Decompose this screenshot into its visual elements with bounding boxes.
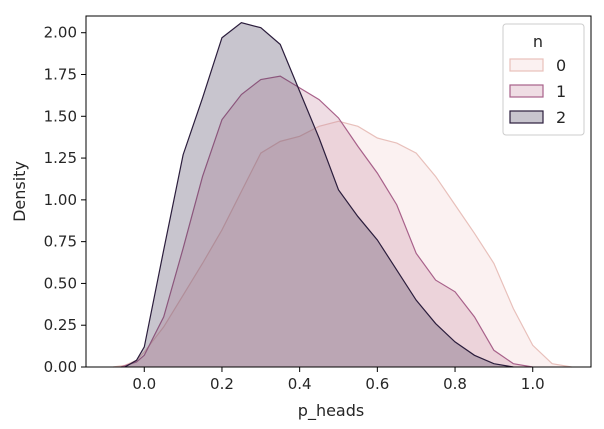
x-tick-label: 0.8 bbox=[443, 375, 467, 393]
series-2-line bbox=[124, 22, 514, 368]
legend-label-0: 0 bbox=[556, 56, 566, 75]
legend-label-2: 2 bbox=[556, 108, 566, 127]
series-1-line bbox=[120, 75, 533, 368]
x-tick-label: 0.6 bbox=[365, 375, 389, 393]
y-axis: 0.00 0.25 0.50 0.75 1.00 1.25 1.50 1.75 2.00 bbox=[44, 24, 86, 376]
y-tick-label: 0.00 bbox=[44, 358, 77, 376]
y-tick-label: 1.50 bbox=[44, 107, 77, 125]
y-tick-label: 1.75 bbox=[44, 66, 77, 84]
y-tick-label: 1.00 bbox=[44, 191, 77, 209]
legend-swatch-2 bbox=[509, 110, 544, 124]
y-tick-label: 1.25 bbox=[44, 149, 77, 167]
y-axis-label: Density bbox=[10, 161, 29, 222]
series-0-line bbox=[113, 120, 572, 368]
x-axis: 0.0 0.2 0.4 0.6 0.8 1.0 bbox=[132, 367, 545, 393]
legend-swatch-0 bbox=[509, 58, 544, 72]
series-1-area bbox=[120, 76, 533, 368]
x-tick-label: 0.0 bbox=[132, 375, 156, 393]
x-tick-label: 0.2 bbox=[210, 375, 234, 393]
legend-label-1: 1 bbox=[556, 82, 566, 101]
x-tick-label: 0.4 bbox=[288, 375, 312, 393]
plot-frame bbox=[85, 15, 592, 368]
series-0-area bbox=[113, 121, 572, 367]
series-2-area bbox=[124, 22, 514, 367]
legend-swatch-1 bbox=[509, 84, 544, 98]
y-tick-label: 0.50 bbox=[44, 274, 77, 292]
x-tick-label: 1.0 bbox=[521, 375, 545, 393]
y-tick-label: 0.25 bbox=[44, 316, 77, 334]
y-tick-label: 2.00 bbox=[44, 24, 77, 42]
legend-items: 0 1 2 bbox=[509, 56, 566, 127]
legend-frame bbox=[502, 23, 585, 136]
legend-title: n bbox=[533, 32, 543, 51]
series-layer bbox=[113, 22, 572, 368]
y-tick-label: 0.75 bbox=[44, 233, 77, 251]
x-axis-label: p_heads bbox=[298, 401, 364, 421]
legend: n 0 1 2 bbox=[502, 23, 585, 136]
